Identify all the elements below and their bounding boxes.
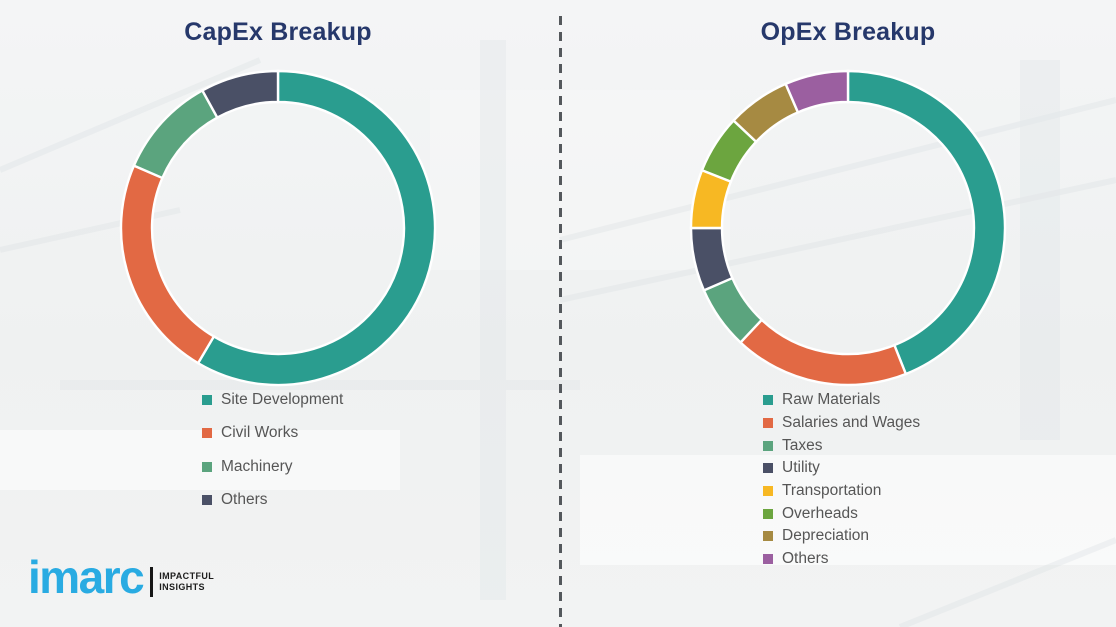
legend-label: Depreciation [782,527,870,545]
legend-item-utility: Utility [763,457,920,480]
legend-label: Others [782,550,829,568]
legend-item-civil-works: Civil Works [202,417,343,451]
donut-segment-salaries-and-wages [738,318,908,387]
capex-donut-chart [119,69,437,387]
legend-label: Others [221,491,268,509]
logo-tagline-line1: IMPACTFUL [159,571,215,582]
legend-label: Utility [782,459,820,477]
legend-item-others: Others [202,484,343,518]
imarc-logo: imarc IMPACTFUL INSIGHTS [28,548,214,606]
legend-item-salaries-and-wages: Salaries and Wages [763,412,920,435]
legend-item-transportation: Transportation [763,480,920,503]
legend-swatch-icon [202,394,212,405]
donut-segment-raw-materials [846,69,1007,376]
legend-swatch-icon [202,461,212,472]
legend-label: Transportation [782,482,882,500]
legend-swatch-icon [763,440,773,451]
logo-divider-bar [150,567,154,597]
donut-segment-site-development [196,69,437,387]
legend-swatch-icon [763,486,773,497]
donut-segment-others [200,69,280,120]
legend-label: Machinery [221,457,293,475]
legend-item-taxes: Taxes [763,434,920,457]
legend-item-others: Others [763,548,920,571]
legend-swatch-icon [763,531,773,542]
opex-legend: Raw Materials Salaries and Wages Taxes Util… [763,389,920,571]
legend-item-raw-materials: Raw Materials [763,389,920,412]
donut-segment-others [784,69,850,114]
legend-swatch-icon [763,395,773,406]
donut-segment-utility [689,226,734,292]
capex-chart-title: CapEx Breakup [184,18,372,46]
donut-segment-civil-works [119,164,216,365]
legend-label: Taxes [782,436,823,454]
logo-tagline-line2: INSIGHTS [159,582,205,592]
imarc-wordmark: imarc [28,551,145,603]
capex-legend: Site Development Civil Works Machinery Othe… [202,383,343,517]
legend-item-site-development: Site Development [202,383,343,417]
legend-label: Raw Materials [782,391,881,409]
legend-label: Site Development [221,390,344,408]
legend-swatch-icon [202,428,212,439]
vertical-dashed-divider [559,16,562,627]
legend-item-depreciation: Depreciation [763,525,920,548]
legend-swatch-icon [763,508,773,519]
legend-swatch-icon [763,463,773,474]
legend-swatch-icon [763,554,773,565]
donut-segment-machinery [132,88,219,180]
opex-chart-title: OpEx Breakup [760,18,936,46]
legend-swatch-icon [763,418,773,429]
legend-item-overheads: Overheads [763,502,920,525]
opex-donut-chart [689,69,1007,387]
legend-label: Salaries and Wages [782,414,921,432]
logo-tagline: IMPACTFUL INSIGHTS [159,571,214,593]
legend-label: Civil Works [221,424,299,442]
legend-label: Overheads [782,504,858,522]
legend-swatch-icon [202,495,212,506]
legend-item-machinery: Machinery [202,450,343,484]
